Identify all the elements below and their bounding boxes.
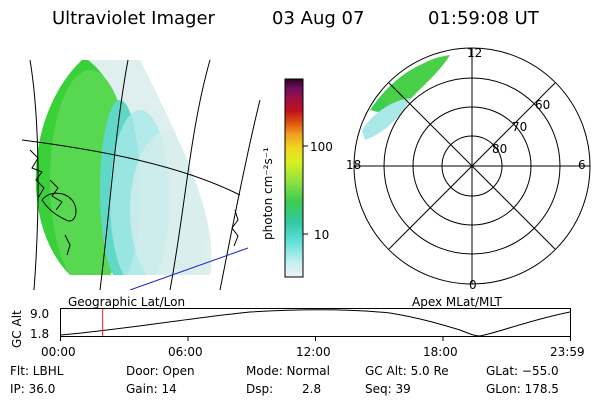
colorbar-tick-10: 10 [314,228,330,242]
filter-info: Flt: LBHL [10,364,64,378]
polar-grid [353,47,591,285]
aurora-image [35,60,212,275]
colorbar [284,78,308,278]
instrument-title: Ultraviolet Imager [52,8,215,29]
time-label-1800: 18:00 [423,345,458,359]
time-label-0000: 00:00 [41,345,76,359]
timeline-plot [60,308,571,341]
geographic-projection-label: Geographic Lat/Lon [68,295,186,309]
mode-info: Mode: Normal [246,364,330,378]
seq-info: Seq: 39 [365,382,411,396]
dsp-label: Dsp: [246,382,274,396]
colorbar-label: photon cm⁻²s⁻¹ [261,147,275,240]
terminator-line [129,247,249,290]
timeline-ticks [60,336,571,341]
time-label: 01:59:08 UT [428,8,539,29]
time-label-2359: 23:59 [550,345,585,359]
ring-label-80: 80 [492,142,508,156]
mlt-label-12: 12 [467,46,483,60]
coastline [29,149,239,256]
dsp-value: 2.8 [302,382,322,396]
polar-aurora [362,55,450,140]
glat-info: GLat: −55.0 [486,364,559,378]
apex-projection-label: Apex MLat/MLT [412,295,502,309]
timeline-ymin: 1.8 [30,327,50,341]
altitude-curve [60,309,571,337]
geographic-map [21,59,261,290]
date-label: 03 Aug 07 [272,8,365,29]
door-info: Door: Open [126,364,195,378]
time-label-1200: 12:00 [296,345,331,359]
glon-info: GLon: 178.5 [486,382,559,396]
ip-info: IP: 36.0 [10,382,56,396]
gc-alt-info: GC Alt: 5.0 Re [365,364,449,378]
ring-label-70: 70 [512,120,528,134]
gain-info: Gain: 14 [126,382,177,396]
colorbar-tick-100: 100 [310,140,333,154]
graticule [21,59,261,290]
timeline-ylabel: GC Alt [10,310,24,348]
time-label-0600: 06:00 [168,345,203,359]
ring-label-60: 60 [535,98,551,112]
timeline-ymax: 9.0 [30,307,50,321]
polar-plot [353,47,591,285]
mlt-label-18: 18 [346,158,362,172]
mlt-label-6: 6 [578,158,586,172]
mlt-label-0: 0 [469,278,477,292]
